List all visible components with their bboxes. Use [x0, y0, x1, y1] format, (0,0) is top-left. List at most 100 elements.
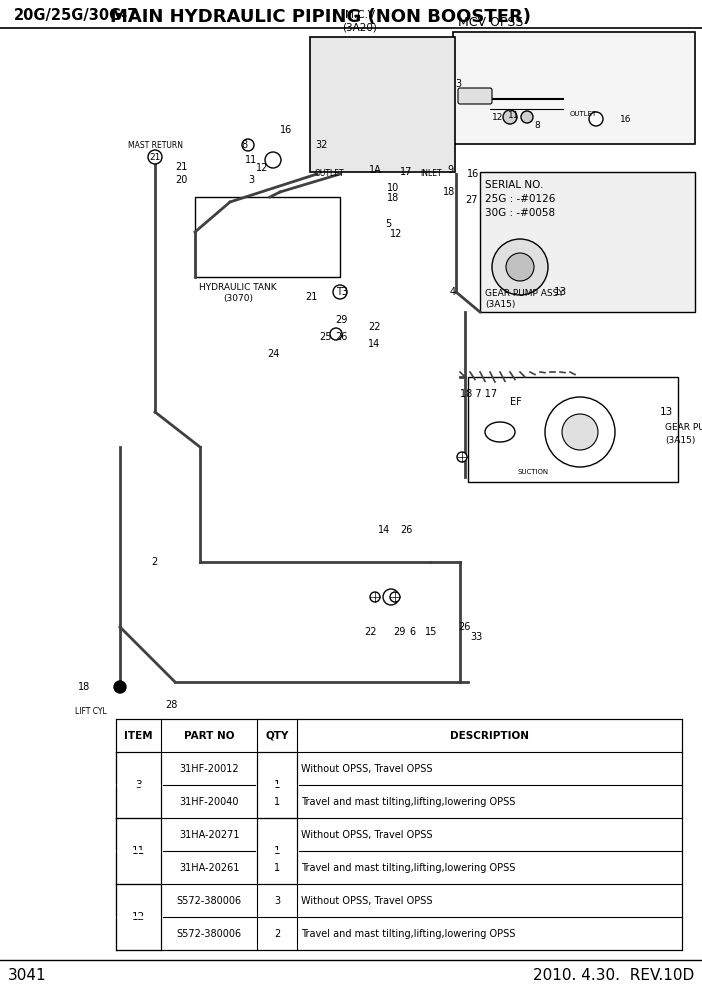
Text: 3: 3 — [135, 781, 142, 791]
Text: Without OPSS, Travel OPSS: Without OPSS, Travel OPSS — [301, 829, 432, 840]
Text: 20G/25G/30G-7: 20G/25G/30G-7 — [14, 8, 138, 23]
Text: Travel and mast tilting,lifting,lowering OPSS: Travel and mast tilting,lifting,lowering… — [301, 863, 515, 873]
Text: 1: 1 — [274, 797, 280, 806]
Text: 31HA-20261: 31HA-20261 — [179, 863, 239, 873]
Text: 3: 3 — [248, 175, 254, 185]
Text: 21: 21 — [150, 153, 161, 162]
Text: 18: 18 — [443, 187, 455, 197]
Text: 3041: 3041 — [8, 968, 46, 983]
Text: T3: T3 — [336, 287, 348, 297]
Circle shape — [506, 253, 534, 281]
Text: M.C.V: M.C.V — [345, 10, 375, 20]
Text: 30G : -#0058: 30G : -#0058 — [485, 208, 555, 218]
Circle shape — [545, 397, 615, 467]
Text: (3A20): (3A20) — [343, 22, 378, 32]
Text: 22: 22 — [364, 627, 377, 637]
Text: 8: 8 — [242, 140, 248, 150]
Text: PART NO: PART NO — [184, 731, 234, 741]
Text: 28: 28 — [165, 700, 178, 710]
Text: DESCRIPTION: DESCRIPTION — [450, 731, 529, 741]
Text: 21: 21 — [305, 292, 318, 302]
Text: 25G : -#0126: 25G : -#0126 — [485, 194, 555, 204]
Text: 33: 33 — [470, 632, 482, 642]
Text: 12: 12 — [256, 163, 268, 173]
Circle shape — [521, 111, 533, 123]
Text: 8: 8 — [534, 120, 540, 130]
Text: 6: 6 — [409, 627, 415, 637]
Circle shape — [242, 139, 254, 151]
Bar — [453, 32, 695, 144]
Text: OUTLET: OUTLET — [315, 170, 345, 179]
Circle shape — [383, 589, 399, 605]
Text: S572-380006: S572-380006 — [177, 896, 242, 906]
Circle shape — [333, 285, 347, 299]
Text: 17: 17 — [400, 167, 412, 177]
Text: 31HF-20012: 31HF-20012 — [180, 764, 239, 774]
Text: SERIAL NO.: SERIAL NO. — [485, 180, 543, 190]
Text: 18: 18 — [387, 193, 399, 203]
Text: 14: 14 — [368, 339, 380, 349]
Text: MAST RETURN: MAST RETURN — [128, 141, 183, 150]
Text: 12: 12 — [132, 913, 145, 923]
Circle shape — [265, 152, 281, 168]
Text: 13: 13 — [554, 287, 567, 297]
Circle shape — [148, 150, 162, 164]
Text: 16: 16 — [620, 114, 632, 123]
Text: GEAR PUMP ASSY: GEAR PUMP ASSY — [485, 290, 564, 299]
Text: 27: 27 — [465, 195, 477, 205]
Text: 10: 10 — [387, 183, 399, 193]
Circle shape — [589, 112, 603, 126]
Text: 2: 2 — [274, 929, 280, 938]
Bar — [195, 197, 340, 277]
Text: QTY: QTY — [265, 731, 289, 741]
Text: 31HF-20040: 31HF-20040 — [180, 797, 239, 806]
Circle shape — [457, 452, 467, 462]
Text: HYDRAULIC TANK: HYDRAULIC TANK — [199, 283, 277, 292]
Text: SUCTION: SUCTION — [517, 469, 548, 475]
Text: Travel and mast tilting,lifting,lowering OPSS: Travel and mast tilting,lifting,lowering… — [301, 797, 515, 806]
Text: 3: 3 — [274, 896, 280, 906]
Text: Without OPSS, Travel OPSS: Without OPSS, Travel OPSS — [301, 896, 432, 906]
Bar — [310, 37, 455, 172]
Text: 11: 11 — [245, 155, 257, 165]
Text: OUTLET: OUTLET — [570, 111, 597, 117]
Circle shape — [503, 110, 517, 124]
Circle shape — [562, 414, 598, 450]
Circle shape — [370, 592, 380, 602]
Text: 13: 13 — [660, 407, 673, 417]
Text: MCV OPSS: MCV OPSS — [458, 16, 524, 29]
Text: 32: 32 — [315, 140, 327, 150]
Circle shape — [115, 682, 125, 692]
Text: 18: 18 — [78, 682, 90, 692]
Text: EF: EF — [510, 397, 522, 407]
Text: 26: 26 — [458, 622, 470, 632]
Circle shape — [330, 328, 342, 340]
Text: 11: 11 — [132, 846, 145, 856]
Text: 1: 1 — [274, 846, 281, 856]
Text: 11: 11 — [508, 111, 519, 120]
Circle shape — [492, 239, 548, 295]
Text: 16: 16 — [280, 125, 292, 135]
Text: 2: 2 — [152, 557, 158, 567]
Text: 12: 12 — [390, 229, 402, 239]
Text: 18 7 17: 18 7 17 — [460, 389, 497, 399]
Text: ITEM: ITEM — [124, 731, 153, 741]
Text: MAIN HYDRAULIC PIPING (NON BOOSTER): MAIN HYDRAULIC PIPING (NON BOOSTER) — [110, 8, 531, 26]
Text: Travel and mast tilting,lifting,lowering OPSS: Travel and mast tilting,lifting,lowering… — [301, 929, 515, 938]
Text: 15: 15 — [425, 627, 437, 637]
Text: (3A15): (3A15) — [485, 301, 515, 310]
Bar — [480, 172, 695, 312]
Text: 21: 21 — [175, 162, 187, 172]
Text: 3: 3 — [455, 79, 461, 89]
Text: (3A15): (3A15) — [665, 435, 696, 444]
Text: 4: 4 — [450, 287, 456, 297]
FancyBboxPatch shape — [458, 88, 492, 104]
Text: 29: 29 — [393, 627, 405, 637]
Text: 16: 16 — [467, 169, 479, 179]
Text: LIFT CYL: LIFT CYL — [75, 707, 107, 716]
Text: 20: 20 — [175, 175, 187, 185]
Text: 1: 1 — [274, 863, 280, 873]
Bar — [116, 719, 682, 950]
Text: S572-380006: S572-380006 — [177, 929, 242, 938]
Text: 26: 26 — [336, 332, 348, 342]
